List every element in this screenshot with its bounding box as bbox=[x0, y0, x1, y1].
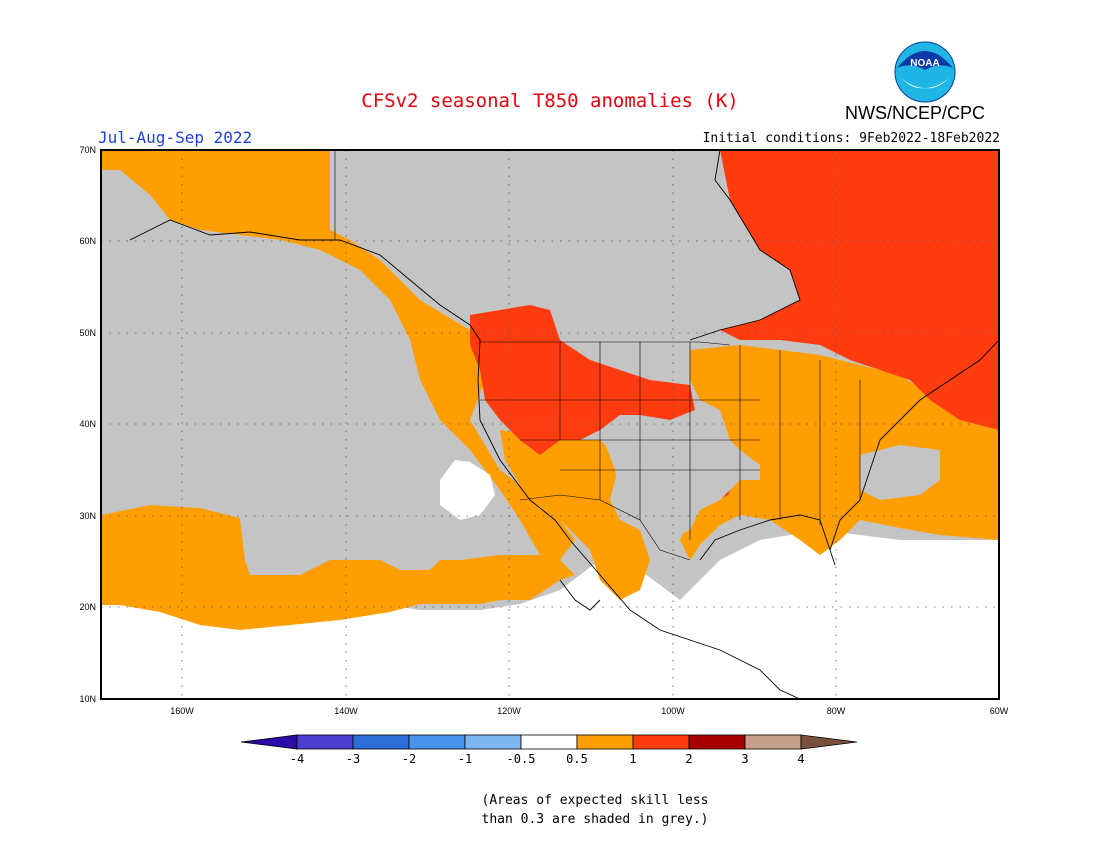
white-patch-pacific bbox=[440, 460, 495, 520]
lon-label: 120W bbox=[497, 706, 521, 716]
agency-label: NWS/NCEP/CPC bbox=[845, 103, 986, 123]
colorbar-segment bbox=[464, 734, 522, 750]
orange-pacific-south bbox=[101, 505, 575, 630]
grey-pacific-interior bbox=[101, 170, 445, 575]
colorbar-tick-label: 1 bbox=[629, 752, 636, 766]
chart-title: CFSv2 seasonal T850 anomalies (K) bbox=[361, 90, 739, 112]
red-canada-east bbox=[720, 150, 999, 430]
political-borders bbox=[334, 150, 861, 561]
skill-note-line: than 0.3 are shaded in grey.) bbox=[481, 812, 709, 827]
colorbar-tick-label: -2 bbox=[402, 752, 416, 766]
map-frame bbox=[100, 149, 1000, 700]
lon-label: 100W bbox=[661, 706, 685, 716]
colorbar-segment bbox=[744, 734, 802, 750]
colorbar-segment bbox=[688, 734, 746, 750]
lat-label: 50N bbox=[79, 328, 96, 338]
lat-label: 60N bbox=[79, 236, 96, 246]
colorbar-left-arrow bbox=[240, 734, 298, 750]
orange-southwest bbox=[500, 430, 650, 600]
lat-axis: 70N 60N 50N 40N 30N 20N 10N bbox=[79, 145, 96, 704]
colorbar-tick-label: -4 bbox=[290, 752, 304, 766]
colorbar-tick-label: -3 bbox=[346, 752, 360, 766]
colorbar-segment bbox=[408, 734, 466, 750]
season-label: Jul-Aug-Sep 2022 bbox=[98, 128, 253, 147]
colorbar-segment bbox=[576, 734, 634, 750]
colorbar-tick-label: -0.5 bbox=[507, 752, 536, 766]
graticule bbox=[101, 150, 999, 699]
lon-label: 140W bbox=[334, 706, 358, 716]
colorbar-right-arrow bbox=[800, 734, 858, 750]
colorbar-tick-label: 2 bbox=[685, 752, 692, 766]
colorbar-tick-label: 0.5 bbox=[566, 752, 588, 766]
red-northwest-us bbox=[470, 305, 695, 455]
lon-label: 80W bbox=[827, 706, 846, 716]
noaa-logo: NOAA bbox=[894, 41, 956, 103]
colorbar-segment bbox=[296, 734, 354, 750]
colorbar bbox=[240, 734, 858, 750]
lon-label: 160W bbox=[170, 706, 194, 716]
colorbar-tick-label: 4 bbox=[797, 752, 804, 766]
colorbar-segment bbox=[632, 734, 690, 750]
grey-atlantic bbox=[860, 445, 940, 500]
orange-us-east bbox=[680, 345, 999, 560]
lat-label: 30N bbox=[79, 511, 96, 521]
colorbar-labels: -4 -3 -2 -1 -0.5 0.5 1 2 3 4 bbox=[290, 752, 805, 766]
colorbar-segment bbox=[520, 734, 578, 750]
orange-alaska bbox=[101, 150, 575, 560]
lat-label: 40N bbox=[79, 419, 96, 429]
noaa-logo-text: NOAA bbox=[910, 58, 939, 69]
coastlines bbox=[129, 150, 999, 699]
lat-label: 70N bbox=[79, 145, 96, 155]
colorbar-tick-label: 3 bbox=[741, 752, 748, 766]
colorbar-segment bbox=[352, 734, 410, 750]
white-south-band bbox=[101, 530, 999, 699]
lat-label: 10N bbox=[79, 694, 96, 704]
lat-label: 20N bbox=[79, 602, 96, 612]
skill-note: (Areas of expected skill less than 0.3 a… bbox=[0, 791, 1100, 829]
skill-note-line: (Areas of expected skill less bbox=[481, 793, 709, 808]
colorbar-tick-label: -1 bbox=[458, 752, 472, 766]
initial-conditions: Initial conditions: 9Feb2022-18Feb2022 bbox=[702, 131, 1000, 146]
lon-label: 60W bbox=[990, 706, 1009, 716]
lon-axis: 160W 140W 120W 100W 80W 60W bbox=[170, 706, 1009, 716]
